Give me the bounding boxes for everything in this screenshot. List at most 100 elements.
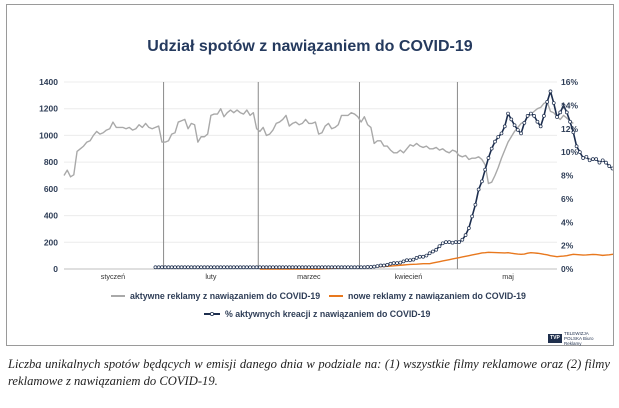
series-point (199, 265, 203, 270)
series-point (244, 265, 249, 270)
series-point (349, 265, 354, 270)
series-point (261, 265, 266, 270)
series-point (222, 265, 226, 270)
series-point (525, 114, 530, 118)
series-point (584, 154, 589, 159)
series-point (470, 214, 474, 219)
series-point (362, 265, 367, 270)
series-point (293, 265, 298, 270)
month-label: styczeń (101, 272, 125, 281)
y-right-tick-label: 16% (561, 77, 578, 87)
series-point (594, 157, 599, 161)
legend-marker-procent (209, 311, 214, 316)
series-point (316, 265, 321, 270)
series-point (493, 139, 497, 144)
series-point (545, 100, 550, 104)
series-point (424, 253, 429, 258)
series-point (372, 264, 377, 269)
series-line-3 (155, 90, 613, 269)
series-point (290, 265, 295, 270)
series-point (607, 164, 612, 168)
series-point (421, 254, 425, 259)
series-point (163, 265, 168, 270)
series-point (251, 265, 256, 270)
legend-item-aktywne: aktywne reklamy z nawiązaniem do COVID-1… (130, 291, 320, 301)
series-point (548, 89, 553, 94)
series-point (515, 128, 520, 132)
series-point (280, 265, 285, 270)
series-point (274, 265, 279, 270)
series-point (385, 263, 390, 267)
series-point (522, 121, 527, 125)
y-right-tick-label: 6% (561, 194, 574, 204)
month-label: luty (205, 272, 217, 281)
series-point (391, 261, 396, 266)
logo-mark: TVP (548, 334, 562, 343)
y-right-tick-label: 14% (561, 100, 578, 110)
series-point (326, 265, 331, 270)
series-point (339, 265, 344, 270)
series-point (313, 265, 318, 270)
series-point (271, 265, 275, 270)
series-point (529, 111, 533, 116)
series-point (473, 202, 478, 207)
series-point (202, 265, 207, 270)
series-point (538, 124, 543, 129)
series-point (506, 111, 510, 116)
series-point (427, 251, 432, 256)
series-point (176, 265, 181, 270)
series-point (388, 261, 393, 266)
series-point (509, 117, 514, 122)
series-point (542, 114, 546, 118)
month-label: marzec (297, 272, 321, 281)
chart: Udział spotów z nawiązaniem do COVID-19 … (39, 38, 613, 319)
series-point (577, 150, 582, 154)
series-point (248, 265, 252, 270)
series-point (310, 265, 314, 270)
y-left-tick-label: 400 (44, 211, 58, 221)
series-point (483, 167, 488, 172)
series-point (342, 265, 347, 270)
series-point (225, 265, 230, 270)
series-point (153, 265, 158, 270)
series-point (418, 254, 422, 259)
series-point (173, 265, 177, 270)
series-point (561, 103, 566, 108)
legend-item-procent: % aktywnych kreacji z nawiązaniem do COV… (225, 309, 430, 319)
series-point (532, 114, 537, 118)
series-point (431, 249, 435, 254)
y-left-tick-label: 1000 (39, 130, 58, 140)
series-point (231, 265, 236, 270)
series-point (196, 265, 200, 270)
series-point (267, 265, 272, 270)
series-point (453, 240, 458, 244)
series-point (551, 101, 556, 105)
series-point (300, 265, 305, 270)
series-point (303, 265, 308, 270)
series-point (241, 265, 246, 270)
y-right-tick-label: 12% (561, 124, 578, 134)
series-point (375, 264, 380, 268)
series-point (460, 237, 465, 242)
series-point (486, 156, 491, 160)
series-point (333, 265, 337, 270)
series-point (502, 124, 507, 129)
series-point (359, 265, 363, 270)
series-point (346, 265, 350, 270)
month-label: kwiecień (395, 272, 423, 281)
series-point (600, 158, 605, 163)
y-left-tick-label: 800 (44, 157, 58, 167)
y-right-tick-label: 0% (561, 264, 574, 274)
series-point (604, 160, 608, 165)
series-point (496, 135, 501, 139)
y-left-tick-label: 600 (44, 184, 58, 194)
series-point (156, 265, 161, 270)
series-point (489, 146, 494, 151)
series-point (254, 265, 259, 270)
series-point (447, 240, 452, 244)
series-point (352, 265, 357, 270)
series-point (401, 259, 406, 264)
series-point (329, 265, 334, 270)
series-point (499, 131, 504, 136)
series-point (467, 226, 471, 230)
